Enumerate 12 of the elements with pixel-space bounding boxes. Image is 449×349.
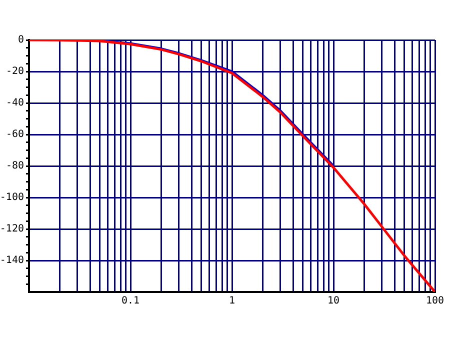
y-tick-label: -60	[6, 129, 24, 140]
x-tick-label: 10	[327, 296, 340, 307]
y-tick-label: -80	[6, 160, 24, 172]
y-tick-label: -40	[6, 98, 24, 109]
y-tick-label: -20	[6, 66, 24, 78]
x-tick-label: 100	[426, 296, 444, 307]
y-tick-label: -100	[0, 192, 24, 204]
y-tick-label: -140	[0, 255, 24, 266]
x-tick-label: 0.1	[121, 296, 140, 307]
x-tick-label: 1	[228, 296, 236, 307]
y-tick-label: -120	[0, 224, 24, 235]
y-tick-label: 0	[18, 34, 24, 46]
